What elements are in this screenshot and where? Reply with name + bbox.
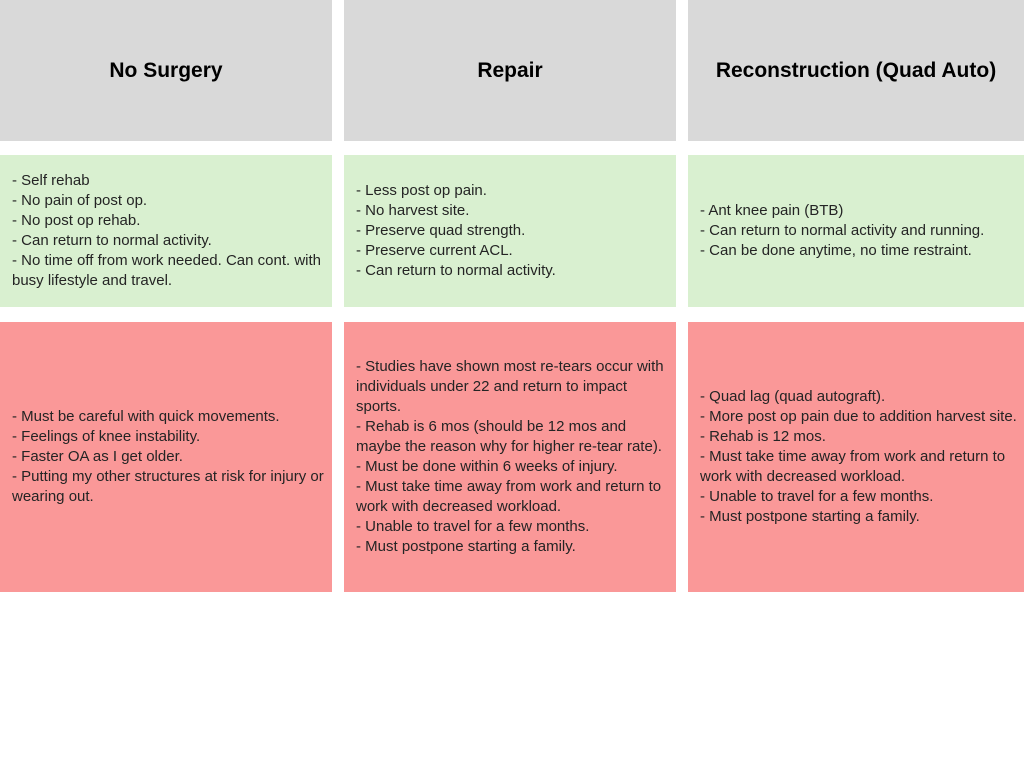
list-item: - Preserve current ACL. <box>356 242 513 259</box>
column-header: Reconstruction (Quad Auto) <box>688 0 1024 141</box>
list-item: - Faster OA as I get older. <box>12 448 183 465</box>
list-item: - No post op rehab. <box>12 212 141 229</box>
cons-box: - Studies have shown most re-tears occur… <box>344 322 676 592</box>
list-item: - Must postpone starting a family. <box>356 538 576 555</box>
pros-box: - Self rehab - No pain of post op. - No po… <box>0 155 332 307</box>
cons-list: - Studies have shown most re-tears occur… <box>344 357 676 557</box>
list-item: - Quad lag (quad autograft). <box>700 388 886 405</box>
column-repair: Repair - Less post op pain. - No harvest … <box>344 0 676 768</box>
column-reconstruction-quad-auto: Reconstruction (Quad Auto) - Ant knee pa… <box>688 0 1024 768</box>
list-item: - No pain of post op. <box>12 192 148 209</box>
pros-box: - Less post op pain. - No harvest site. - … <box>344 155 676 307</box>
cons-box: - Must be careful with quick movements. -… <box>0 322 332 592</box>
list-item: - Must be careful with quick movements. <box>12 408 280 425</box>
list-item: - Ant knee pain (BTB) <box>700 202 844 219</box>
list-item: - Less post op pain. <box>356 182 487 199</box>
list-item: - Can return to normal activity. <box>12 232 212 249</box>
list-item: - Self rehab <box>12 172 90 189</box>
list-item: - No time off from work needed. Can cont… <box>12 252 322 289</box>
pros-list: - Self rehab - No pain of post op. - No po… <box>0 171 332 291</box>
column-header: Repair <box>344 0 676 141</box>
pros-list: - Ant knee pain (BTB) - Can return to nor… <box>688 201 1024 261</box>
pros-box: - Ant knee pain (BTB) - Can return to nor… <box>688 155 1024 307</box>
list-item: - Must be done within 6 weeks of injury. <box>356 458 618 475</box>
list-item: - Can return to normal activity and runn… <box>700 222 985 239</box>
list-item: - Putting my other structures at risk fo… <box>12 468 324 505</box>
list-item: - Must take time away from work and retu… <box>356 478 662 515</box>
list-item: - Can return to normal activity. <box>356 262 556 279</box>
list-item: - Feelings of knee instability. <box>12 428 201 445</box>
list-item: - Must postpone starting a family. <box>700 508 920 525</box>
list-item: - Preserve quad strength. <box>356 222 526 239</box>
list-item: - Unable to travel for a few months. <box>700 488 934 505</box>
column-header: No Surgery <box>0 0 332 141</box>
list-item: - Must take time away from work and retu… <box>700 448 1006 485</box>
cons-box: - Quad lag (quad autograft). - More post … <box>688 322 1024 592</box>
list-item: - No harvest site. <box>356 202 470 219</box>
list-item: - Can be done anytime, no time restraint… <box>700 242 972 259</box>
cons-list: - Quad lag (quad autograft). - More post … <box>688 387 1024 527</box>
column-no-surgery: No Surgery - Self rehab - No pain of post… <box>0 0 332 768</box>
list-item: - Unable to travel for a few months. <box>356 518 590 535</box>
list-item: - Studies have shown most re-tears occur… <box>356 358 664 415</box>
list-item: - Rehab is 6 mos (should be 12 mos and m… <box>356 418 662 455</box>
list-item: - More post op pain due to addition harv… <box>700 408 1017 425</box>
list-item: - Rehab is 12 mos. <box>700 428 826 445</box>
pros-list: - Less post op pain. - No harvest site. - … <box>344 181 676 281</box>
cons-list: - Must be careful with quick movements. -… <box>0 407 332 507</box>
